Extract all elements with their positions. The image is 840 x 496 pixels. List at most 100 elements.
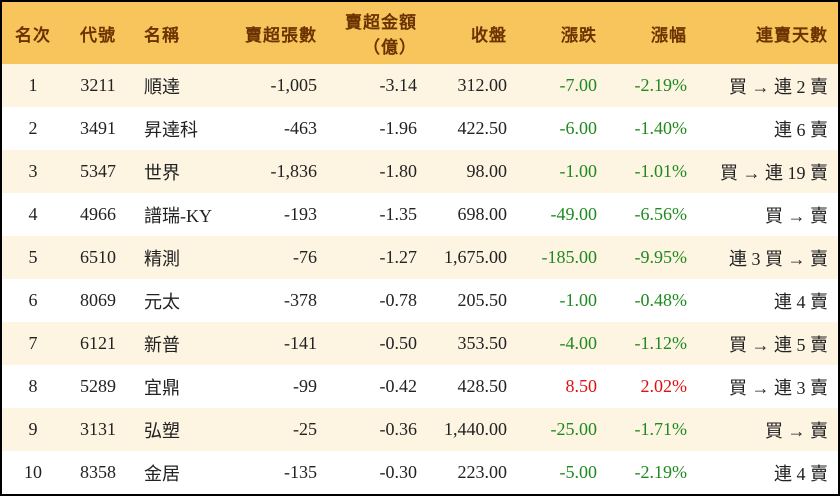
header-cell: 漲跌 bbox=[517, 2, 607, 64]
table-cell: -7.00 bbox=[517, 64, 607, 107]
table-cell: 10 bbox=[2, 451, 64, 494]
table-cell: -6.00 bbox=[517, 107, 607, 150]
table-cell: 5289 bbox=[64, 365, 132, 408]
table-cell: 353.50 bbox=[427, 322, 517, 365]
table-row: 8 5289 宜鼎 -99 -0.42 428.50 8.50 2.02% 買 → 連 3 賣 bbox=[2, 365, 838, 408]
table-cell: 205.50 bbox=[427, 279, 517, 322]
table-cell: 8358 bbox=[64, 451, 132, 494]
table-cell: 1,675.00 bbox=[427, 236, 517, 279]
table-cell: 精測 bbox=[132, 236, 227, 279]
table-cell: -141 bbox=[227, 322, 327, 365]
header-cell: 代號 bbox=[64, 2, 132, 64]
table-cell: -1.01% bbox=[607, 150, 697, 193]
table-cell: -2.19% bbox=[607, 451, 697, 494]
table-cell: 世界 bbox=[132, 150, 227, 193]
table-cell: 5347 bbox=[64, 150, 132, 193]
header-cell: 賣超金額 （億） bbox=[327, 2, 427, 64]
table-cell: -99 bbox=[227, 365, 327, 408]
table-cell: 買 → 連 19 賣 bbox=[697, 150, 838, 193]
table-cell: 9 bbox=[2, 408, 64, 451]
table-cell: 8 bbox=[2, 365, 64, 408]
table-cell: 3491 bbox=[64, 107, 132, 150]
table-cell: 連 4 賣 bbox=[697, 451, 838, 494]
table-cell: -463 bbox=[227, 107, 327, 150]
table-cell: 7 bbox=[2, 322, 64, 365]
table-cell: 買 → 連 2 賣 bbox=[697, 64, 838, 107]
header-line: （億） bbox=[363, 38, 417, 57]
table-cell: 順達 bbox=[132, 64, 227, 107]
table-cell: -4.00 bbox=[517, 322, 607, 365]
table-cell: 宜鼎 bbox=[132, 365, 227, 408]
table-cell: -0.78 bbox=[327, 279, 427, 322]
table-cell: 1,440.00 bbox=[427, 408, 517, 451]
table-cell: 4 bbox=[2, 193, 64, 236]
table-cell: -0.50 bbox=[327, 322, 427, 365]
table-cell: 2 bbox=[2, 107, 64, 150]
table-cell: -193 bbox=[227, 193, 327, 236]
table-cell: 6 bbox=[2, 279, 64, 322]
table-cell: 3211 bbox=[64, 64, 132, 107]
table-cell: 6121 bbox=[64, 322, 132, 365]
table-cell: -0.36 bbox=[327, 408, 427, 451]
table-cell: -1.96 bbox=[327, 107, 427, 150]
table-row: 10 8358 金居 -135 -0.30 223.00 -5.00 -2.19% 連 4 賣 bbox=[2, 451, 838, 494]
table-cell: -3.14 bbox=[327, 64, 427, 107]
table-cell: 312.00 bbox=[427, 64, 517, 107]
table-cell: -25 bbox=[227, 408, 327, 451]
table-cell: 6510 bbox=[64, 236, 132, 279]
table-cell: -1.71% bbox=[607, 408, 697, 451]
table-cell: 98.00 bbox=[427, 150, 517, 193]
table-cell: 698.00 bbox=[427, 193, 517, 236]
header-cell: 名稱 bbox=[132, 2, 227, 64]
table-cell: -0.30 bbox=[327, 451, 427, 494]
table-cell: -378 bbox=[227, 279, 327, 322]
table-cell: -25.00 bbox=[517, 408, 607, 451]
table-cell: -6.56% bbox=[607, 193, 697, 236]
table-cell: -1.80 bbox=[327, 150, 427, 193]
table-row: 9 3131 弘塑 -25 -0.36 1,440.00 -25.00 -1.71% 買 → 賣 bbox=[2, 408, 838, 451]
table-cell: -76 bbox=[227, 236, 327, 279]
table-cell: 新普 bbox=[132, 322, 227, 365]
table-cell: 3 bbox=[2, 150, 64, 193]
table-cell: 譜瑞-KY bbox=[132, 193, 227, 236]
table-cell: 1 bbox=[2, 64, 64, 107]
table-cell: -1.00 bbox=[517, 279, 607, 322]
table-cell: 2.02% bbox=[607, 365, 697, 408]
table-cell: -9.95% bbox=[607, 236, 697, 279]
header-cell: 漲幅 bbox=[607, 2, 697, 64]
table-row: 5 6510 精測 -76 -1.27 1,675.00 -185.00 -9.95% 連 3 … bbox=[2, 236, 838, 279]
table-cell: 422.50 bbox=[427, 107, 517, 150]
table-row: 7 6121 新普 -141 -0.50 353.50 -4.00 -1.12% 買 → 連 5… bbox=[2, 322, 838, 365]
header-cell: 賣超張數 bbox=[227, 2, 327, 64]
table-cell: 昇達科 bbox=[132, 107, 227, 150]
table-cell: 428.50 bbox=[427, 365, 517, 408]
header-row: 名次 代號 名稱 賣超張數 賣超金額 （億） 收盤 漲跌 漲幅 連賣天數 bbox=[2, 2, 838, 64]
header-cell: 收盤 bbox=[427, 2, 517, 64]
table-cell: -0.42 bbox=[327, 365, 427, 408]
table-row: 2 3491 昇達科 -463 -1.96 422.50 -6.00 -1.40% 連 6 賣 bbox=[2, 107, 838, 150]
table-cell: 買 → 賣 bbox=[697, 408, 838, 451]
table-cell: 3131 bbox=[64, 408, 132, 451]
table-cell: 買 → 連 5 賣 bbox=[697, 322, 838, 365]
header-line: 賣超金額 bbox=[345, 13, 417, 32]
table-cell: -1,005 bbox=[227, 64, 327, 107]
table-row: 1 3211 順達 -1,005 -3.14 312.00 -7.00 -2.19% 買 → 連… bbox=[2, 64, 838, 107]
table-cell: 金居 bbox=[132, 451, 227, 494]
table-row: 4 4966 譜瑞-KY -193 -1.35 698.00 -49.00 -6.56% 買 →… bbox=[2, 193, 838, 236]
table-cell: 買 → 連 3 賣 bbox=[697, 365, 838, 408]
table-row: 3 5347 世界 -1,836 -1.80 98.00 -1.00 -1.01% 買 → 連 … bbox=[2, 150, 838, 193]
table-cell: -1.27 bbox=[327, 236, 427, 279]
table-cell: 弘塑 bbox=[132, 408, 227, 451]
table-cell: 買 → 賣 bbox=[697, 193, 838, 236]
table-cell: -1.35 bbox=[327, 193, 427, 236]
table-cell: -185.00 bbox=[517, 236, 607, 279]
table-row: 6 8069 元太 -378 -0.78 205.50 -1.00 -0.48% 連 4 賣 bbox=[2, 279, 838, 322]
table-cell: 223.00 bbox=[427, 451, 517, 494]
table-cell: 8069 bbox=[64, 279, 132, 322]
header-cell: 連賣天數 bbox=[697, 2, 838, 64]
table-cell: -1,836 bbox=[227, 150, 327, 193]
table-body: 1 3211 順達 -1,005 -3.14 312.00 -7.00 -2.19% 買 → 連… bbox=[2, 64, 838, 494]
table-cell: 連 4 賣 bbox=[697, 279, 838, 322]
